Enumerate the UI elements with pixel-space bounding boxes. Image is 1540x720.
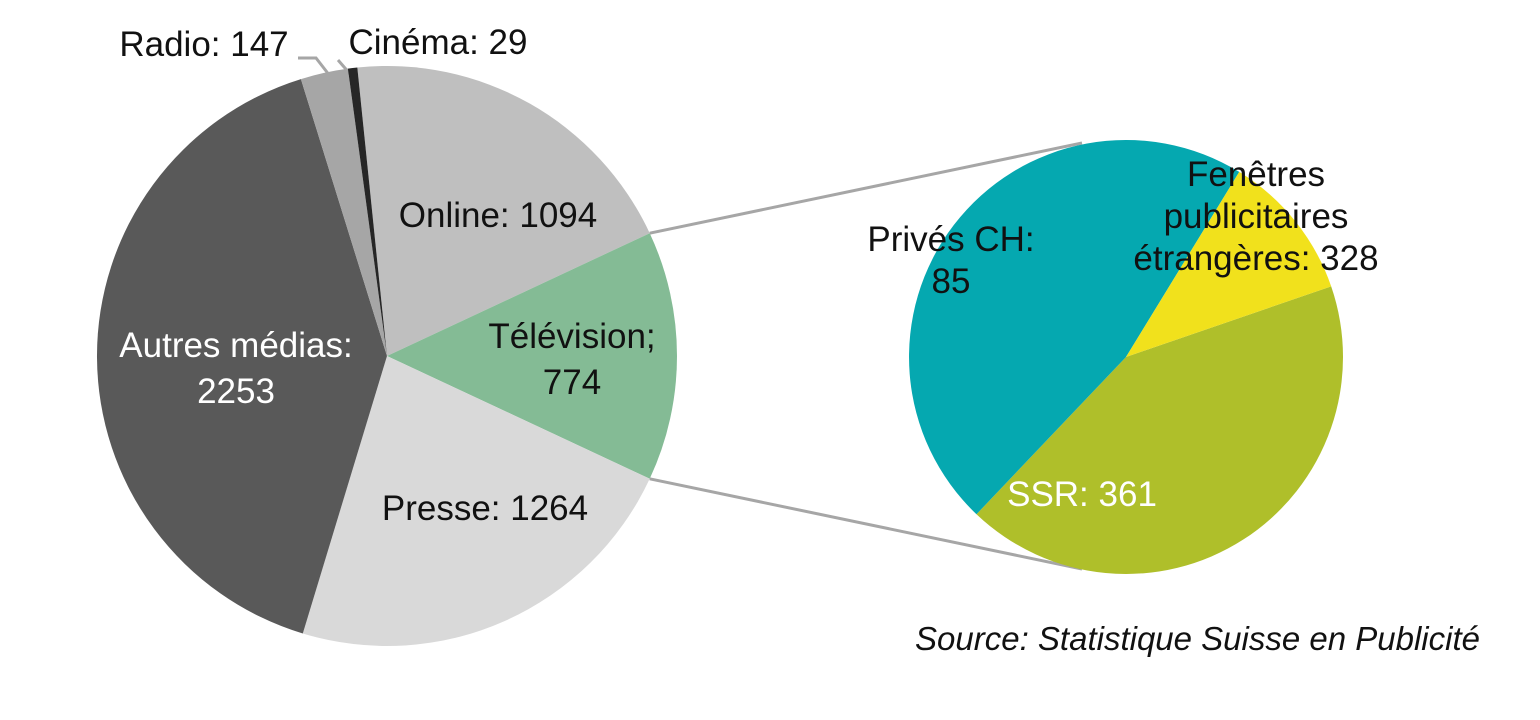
slice-fenetres-publicitaires-etrangeres xyxy=(976,286,1344,574)
label-television-line: Télévision; xyxy=(488,317,655,356)
label-radio-line: Radio: 147 xyxy=(119,25,288,64)
source-note: Source: Statistique Suisse en Publicité xyxy=(915,620,1480,657)
label-online-line: Online: 1094 xyxy=(399,196,597,235)
slice-television xyxy=(387,233,678,479)
connector-top xyxy=(649,141,1083,235)
connector-bottom xyxy=(649,477,1083,571)
label-online: Online: 1094 xyxy=(399,196,597,235)
leader-line-radio xyxy=(298,56,332,77)
label-prives-ch-line: Privés CH: xyxy=(867,220,1034,259)
label-cinema-line: Cinéma: 29 xyxy=(349,23,528,62)
label-fenetres-publicitaires-etrangeres: Fenêtres publicitaires étrangères: 328 xyxy=(1133,155,1378,278)
slice-cinema xyxy=(347,67,387,357)
main-pie-labels: Online: 1094 Télévision; 774 Presse: 1264 Au… xyxy=(119,23,655,528)
label-autres-medias-line: Autres médias: xyxy=(119,326,352,365)
slice-radio xyxy=(300,68,387,357)
main-pie xyxy=(96,65,678,647)
label-ssr-line: SSR: 361 xyxy=(1007,475,1157,514)
label-fenetres-publicitaires-etrangeres-line: publicitaires xyxy=(1164,197,1349,236)
label-television: Télévision; 774 xyxy=(488,317,655,402)
label-presse: Presse: 1264 xyxy=(382,489,588,528)
label-presse-line: Presse: 1264 xyxy=(382,489,588,528)
slice-autres-medias xyxy=(96,79,387,634)
label-fenetres-publicitaires-etrangeres-line: étrangères: 328 xyxy=(1133,239,1378,278)
label-ssr: SSR: 361 xyxy=(1007,475,1157,514)
label-prives-ch: Privés CH: 85 xyxy=(867,220,1034,301)
label-radio: Radio: 147 xyxy=(119,25,288,64)
label-autres-medias: Autres médias: 2253 xyxy=(119,326,352,411)
label-television-line: 774 xyxy=(543,363,601,402)
slice-presse xyxy=(302,356,650,647)
slice-prives-ch xyxy=(1126,171,1332,357)
slice-online xyxy=(357,65,650,357)
label-cinema: Cinéma: 29 xyxy=(349,23,528,62)
label-autres-medias-line: 2253 xyxy=(197,372,275,411)
connector-lines xyxy=(298,56,1083,571)
slice-ssr xyxy=(909,140,1240,515)
sub-pie-labels: Fenêtres publicitaires étrangères: 328 SSR:… xyxy=(867,155,1378,514)
label-prives-ch-line: 85 xyxy=(932,262,971,301)
label-fenetres-publicitaires-etrangeres-line: Fenêtres xyxy=(1187,155,1325,194)
television-breakdown-pie xyxy=(909,140,1344,574)
